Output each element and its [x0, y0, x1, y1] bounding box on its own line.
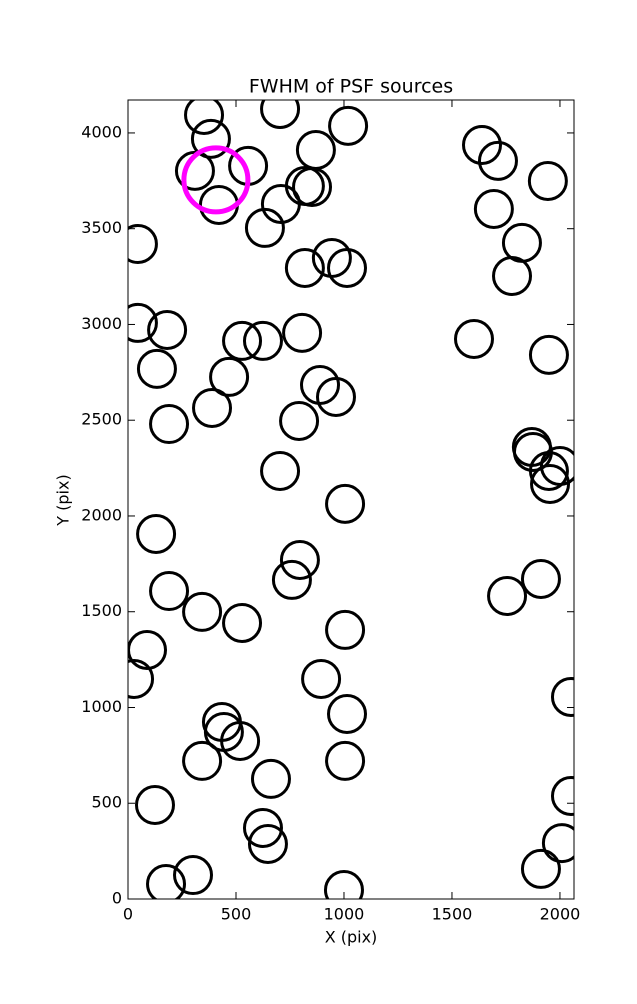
source-marker — [149, 404, 190, 445]
source-marker — [136, 348, 177, 389]
source-marker — [182, 740, 223, 781]
source-marker — [209, 356, 250, 397]
source-marker — [520, 558, 561, 599]
source-marker — [501, 222, 542, 263]
source-marker — [279, 540, 320, 581]
source-marker — [528, 334, 569, 375]
y-tick-label: 1000 — [81, 697, 122, 716]
source-marker — [284, 247, 325, 288]
x-tick-label: 1500 — [432, 905, 473, 924]
y-tick-label: 3000 — [81, 314, 122, 333]
source-marker — [220, 721, 261, 762]
x-tick-label: 0 — [123, 905, 133, 924]
source-marker — [190, 118, 231, 159]
source-marker — [541, 823, 574, 864]
source-marker — [301, 658, 342, 699]
source-marker — [174, 150, 215, 191]
source-marker — [461, 125, 502, 166]
source-marker — [260, 450, 301, 491]
source-marker — [282, 312, 323, 353]
source-marker — [325, 483, 366, 524]
source-marker — [550, 775, 574, 816]
source-marker — [128, 224, 158, 265]
y-tick-label: 2500 — [81, 410, 122, 429]
source-marker — [250, 758, 291, 799]
source-marker — [300, 364, 341, 405]
chart-title: FWHM of PSF sources — [249, 76, 453, 98]
plot-area — [128, 100, 574, 899]
y-tick-label: 2000 — [81, 505, 122, 524]
source-marker — [292, 166, 333, 207]
y-tick-label: 3500 — [81, 218, 122, 237]
source-marker — [128, 630, 168, 671]
source-marker — [473, 188, 514, 229]
x-tick-label: 500 — [221, 905, 252, 924]
source-marker — [327, 247, 368, 288]
source-marker — [184, 100, 225, 135]
y-tick-label: 1500 — [81, 601, 122, 620]
source-marker — [492, 256, 533, 297]
y-tick-label: 4000 — [81, 122, 122, 141]
source-marker — [528, 450, 569, 491]
y-tick-label: 0 — [112, 889, 122, 908]
source-marker — [173, 855, 214, 896]
source-marker — [222, 603, 263, 644]
source-marker — [181, 145, 251, 215]
source-marker — [260, 100, 301, 129]
x-axis-label: X (pix) — [325, 928, 378, 947]
source-marker — [271, 559, 312, 600]
source-marker — [128, 658, 155, 699]
y-tick-label: 500 — [91, 793, 122, 812]
source-marker — [487, 576, 528, 617]
source-marker — [477, 140, 518, 181]
source-marker — [550, 676, 574, 717]
source-marker — [182, 591, 223, 632]
source-marker — [328, 105, 369, 146]
source-marker — [192, 387, 233, 428]
source-marker — [325, 609, 366, 650]
source-marker — [134, 784, 175, 825]
source-marker — [244, 207, 285, 248]
source-marker — [323, 870, 364, 899]
source-marker — [527, 161, 568, 202]
x-tick-label: 1000 — [324, 905, 365, 924]
source-marker — [149, 571, 190, 612]
source-marker — [315, 377, 356, 418]
source-marker — [295, 129, 336, 170]
source-marker — [147, 310, 188, 351]
source-marker — [284, 165, 325, 206]
source-marker — [242, 807, 283, 848]
source-marker — [279, 400, 320, 441]
source-marker — [327, 693, 368, 734]
source-marker — [222, 320, 263, 361]
source-marker — [325, 740, 366, 781]
source-marker — [520, 848, 561, 889]
source-marker — [242, 320, 283, 361]
source-marker — [146, 864, 187, 899]
x-tick-label: 2000 — [540, 905, 581, 924]
source-marker — [136, 513, 177, 554]
source-marker — [454, 319, 495, 360]
source-marker — [530, 463, 571, 504]
source-marker — [247, 824, 288, 865]
plot-frame — [127, 99, 575, 900]
source-marker — [128, 302, 158, 343]
y-axis-label: Y (pix) — [54, 474, 73, 526]
